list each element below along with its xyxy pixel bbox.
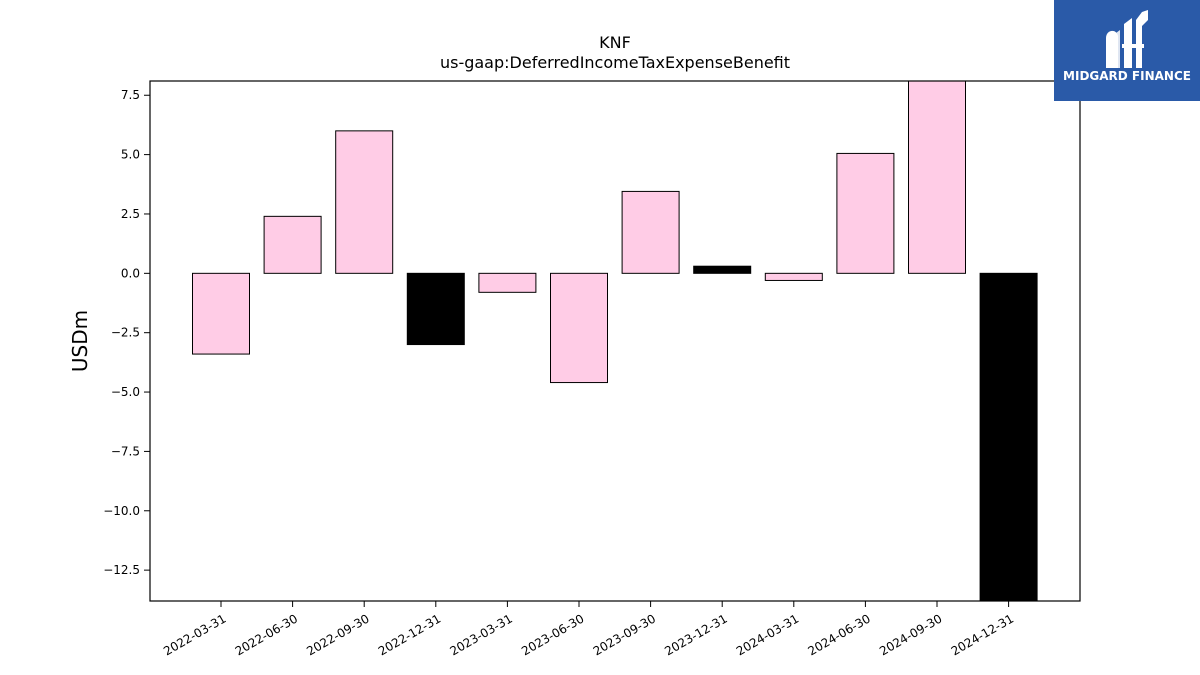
bar-2022-09-30 bbox=[335, 130, 394, 274]
y-tick-label: −5.0 bbox=[111, 385, 140, 399]
x-tick-label: 2024-06-30 bbox=[805, 611, 872, 658]
x-tick-label: 2024-12-31 bbox=[949, 611, 1016, 658]
plot-frame bbox=[149, 80, 1081, 602]
y-axis-label: USDm bbox=[68, 310, 92, 372]
bar-2022-03-31 bbox=[192, 272, 250, 355]
bar-2023-09-30 bbox=[621, 190, 680, 274]
bar-2023-06-30 bbox=[550, 272, 608, 384]
logo-text: MIDGARD FINANCE bbox=[1063, 69, 1191, 83]
x-tick-label: 2023-09-30 bbox=[591, 611, 658, 658]
x-tick-label: 2023-03-31 bbox=[447, 611, 514, 658]
y-tick-label: −12.5 bbox=[103, 563, 140, 577]
logo-mark-icon bbox=[1106, 10, 1148, 68]
brand-logo: MIDGARD FINANCE bbox=[1054, 0, 1200, 101]
bars-group bbox=[192, 80, 1038, 602]
x-tick-label: 2023-12-31 bbox=[662, 611, 729, 658]
x-tick-label: 2022-09-30 bbox=[304, 611, 371, 658]
bar-2022-12-31 bbox=[406, 272, 465, 346]
bar-2023-03-31 bbox=[478, 272, 537, 293]
chart-subtitle: us-gaap:DeferredIncomeTaxExpenseBenefit bbox=[440, 53, 790, 72]
bar-2024-06-30 bbox=[836, 152, 895, 274]
x-tick-label: 2022-03-31 bbox=[161, 611, 228, 658]
y-tick-label: −10.0 bbox=[103, 504, 140, 518]
bar-2022-06-30 bbox=[263, 215, 322, 274]
y-tick-label: 7.5 bbox=[121, 88, 140, 102]
x-tick-label: 2022-06-30 bbox=[233, 611, 300, 658]
x-tick-label: 2022-12-31 bbox=[376, 611, 443, 658]
y-ticks-group: 7.5 5.0 2.5 0.0 −2.5 −5.0 −7.5 −10.0 −12.5 bbox=[103, 88, 150, 577]
y-tick-label: 5.0 bbox=[121, 148, 140, 162]
x-tick-label: 2024-03-31 bbox=[734, 611, 801, 658]
y-tick-label: −7.5 bbox=[111, 444, 140, 458]
y-tick-label: 2.5 bbox=[121, 207, 140, 221]
bar-2024-09-30 bbox=[908, 80, 966, 274]
x-tick-label: 2024-09-30 bbox=[877, 611, 944, 658]
y-tick-label: 0.0 bbox=[121, 266, 140, 280]
x-tick-label: 2023-06-30 bbox=[519, 611, 586, 658]
bar-2024-12-31 bbox=[979, 272, 1038, 602]
chart-title: KNF bbox=[599, 33, 631, 52]
bar-2023-12-31 bbox=[693, 265, 752, 274]
bar-2024-03-31 bbox=[764, 272, 823, 281]
x-ticks-group: 2022-03-31 2022-06-30 2022-09-30 2022-12-31… bbox=[161, 601, 1016, 658]
y-tick-label: −2.5 bbox=[111, 326, 140, 340]
